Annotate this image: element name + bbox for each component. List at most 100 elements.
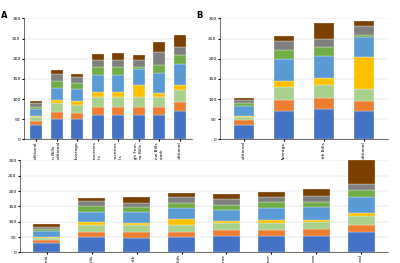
Bar [168, 219, 195, 225]
Bar [174, 34, 186, 47]
Bar [112, 92, 124, 97]
Bar [112, 75, 124, 92]
Bar [153, 98, 165, 107]
Bar [274, 41, 294, 50]
Bar [34, 236, 60, 238]
Bar [174, 84, 186, 90]
Bar [51, 100, 63, 103]
Bar [213, 210, 240, 221]
Bar [168, 197, 195, 203]
Bar [168, 225, 195, 232]
Bar [132, 60, 145, 67]
Bar [234, 125, 254, 139]
Bar [92, 54, 104, 60]
Bar [51, 119, 63, 139]
Bar [303, 222, 330, 229]
Bar [51, 70, 63, 74]
Bar [30, 117, 42, 121]
Bar [30, 102, 42, 104]
Bar [51, 74, 63, 80]
Bar [92, 115, 104, 139]
Bar [78, 225, 105, 232]
Bar [34, 238, 60, 240]
Bar [274, 100, 294, 111]
Bar [258, 230, 285, 236]
Bar [78, 198, 105, 201]
Bar [92, 60, 104, 67]
Bar [71, 105, 84, 113]
Text: A: A [0, 11, 7, 20]
Bar [168, 203, 195, 208]
Bar [258, 223, 285, 230]
Bar [30, 107, 42, 109]
Bar [71, 119, 84, 139]
Bar [132, 67, 145, 69]
Bar [30, 121, 42, 125]
Bar [168, 232, 195, 237]
Bar [213, 199, 240, 205]
Bar [174, 64, 186, 84]
Bar [92, 107, 104, 115]
Bar [112, 59, 124, 67]
Bar [168, 208, 195, 219]
Bar [153, 73, 165, 93]
Bar [51, 80, 63, 88]
Bar [30, 104, 42, 107]
Bar [153, 115, 165, 139]
Bar [354, 57, 374, 89]
Bar [34, 243, 60, 252]
Bar [34, 224, 60, 227]
Bar [123, 238, 150, 252]
Bar [123, 212, 150, 223]
Bar [348, 160, 374, 184]
Bar [213, 205, 240, 210]
Bar [258, 220, 285, 223]
Bar [314, 47, 334, 56]
Bar [34, 240, 60, 243]
Bar [303, 220, 330, 222]
Bar [234, 104, 254, 105]
Bar [274, 36, 294, 41]
Bar [78, 201, 105, 206]
Bar [71, 77, 84, 83]
Bar [112, 115, 124, 139]
Bar [354, 111, 374, 139]
Bar [303, 189, 330, 196]
Legend: Meals, Kitchen, Cleaning, Groceries, Laundry, Bills, Driving, Yardwork: Meals, Kitchen, Cleaning, Groceries, Lau… [226, 192, 382, 196]
Bar [314, 39, 334, 47]
Bar [258, 208, 285, 220]
Bar [174, 111, 186, 139]
Bar [123, 232, 150, 238]
Bar [234, 98, 254, 100]
Bar [153, 52, 165, 65]
Bar [168, 237, 195, 252]
Bar [258, 192, 285, 197]
Bar [348, 184, 374, 190]
Bar [153, 65, 165, 73]
Bar [30, 125, 42, 139]
Bar [51, 103, 63, 112]
Bar [71, 83, 84, 89]
Bar [274, 50, 294, 59]
Bar [78, 232, 105, 237]
Bar [51, 112, 63, 119]
Bar [303, 196, 330, 202]
Bar [153, 107, 165, 115]
Bar [132, 107, 145, 115]
Bar [92, 92, 104, 97]
Bar [234, 120, 254, 125]
Bar [348, 190, 374, 197]
Bar [132, 97, 145, 107]
Bar [71, 113, 84, 119]
Bar [34, 231, 60, 236]
Legend: Meals, Kitchen, Cleaning, Groceries, Laundry, Bills, Driving, Yardwork: Meals, Kitchen, Cleaning, Groceries, Lau… [30, 192, 186, 196]
Bar [354, 89, 374, 101]
Bar [274, 59, 294, 81]
Bar [213, 194, 240, 199]
Bar [348, 216, 374, 225]
Bar [78, 206, 105, 212]
Bar [348, 232, 374, 252]
Bar [123, 203, 150, 207]
Bar [354, 101, 374, 111]
Bar [174, 55, 186, 64]
